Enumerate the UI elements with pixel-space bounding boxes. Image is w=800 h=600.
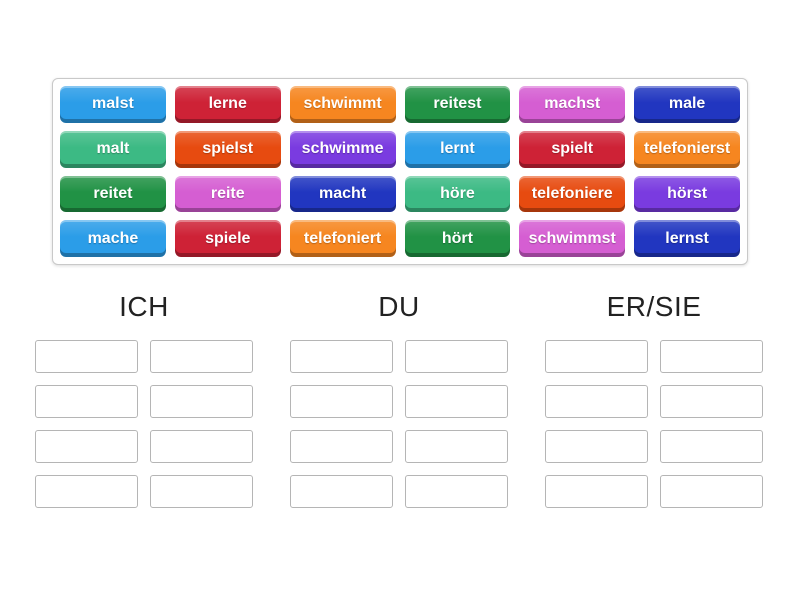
word-tile[interactable]: spielst <box>174 130 281 168</box>
group-er-sie: ER/SIE <box>545 290 763 508</box>
word-tile[interactable]: lernst <box>634 220 740 257</box>
drop-slot[interactable] <box>660 385 763 418</box>
drop-slot[interactable] <box>405 430 508 463</box>
drop-slot[interactable] <box>545 475 648 508</box>
drop-slot[interactable] <box>35 430 138 463</box>
drop-slot[interactable] <box>405 475 508 508</box>
drop-slot[interactable] <box>290 340 393 373</box>
drop-slot[interactable] <box>290 385 393 418</box>
drop-slot[interactable] <box>545 385 648 418</box>
group-er-sie-header: ER/SIE <box>606 291 702 322</box>
group-slots <box>290 340 508 508</box>
word-tile[interactable]: malt <box>60 130 166 168</box>
drop-slot[interactable] <box>290 430 393 463</box>
word-tile[interactable]: macht <box>289 175 396 213</box>
drop-slot[interactable] <box>150 475 253 508</box>
word-tile[interactable]: spielt <box>519 130 626 168</box>
word-tile[interactable]: schwimme <box>289 130 396 168</box>
drop-slot[interactable] <box>405 385 508 418</box>
word-tile[interactable]: mache <box>60 220 166 257</box>
drop-slot[interactable] <box>660 475 763 508</box>
word-tile[interactable]: spiele <box>174 220 281 257</box>
word-tile[interactable]: lernt <box>404 130 511 168</box>
category-groups: ICH DU ER/SIE <box>35 290 763 508</box>
word-tile[interactable]: reitest <box>404 86 511 123</box>
drop-slot[interactable] <box>150 385 253 418</box>
drop-slot[interactable] <box>35 385 138 418</box>
word-tile[interactable]: höre <box>404 175 511 213</box>
word-tile[interactable]: telefoniere <box>519 175 626 213</box>
word-tile[interactable]: lerne <box>174 86 281 123</box>
drop-slot[interactable] <box>405 340 508 373</box>
drop-slot[interactable] <box>150 340 253 373</box>
drop-slot[interactable] <box>35 475 138 508</box>
drop-slot[interactable] <box>290 475 393 508</box>
group-ich: ICH <box>35 290 253 508</box>
group-du: DU <box>290 290 508 508</box>
group-du-header: DU <box>378 291 420 322</box>
word-tile[interactable]: reitet <box>60 175 166 213</box>
word-tile[interactable]: telefonierst <box>634 130 740 168</box>
word-tile[interactable]: schwimmst <box>519 220 626 257</box>
drop-slot[interactable] <box>545 340 648 373</box>
drop-slot[interactable] <box>150 430 253 463</box>
word-tile[interactable]: male <box>634 86 740 123</box>
drop-slot[interactable] <box>660 340 763 373</box>
word-tile[interactable]: telefoniert <box>289 220 396 257</box>
word-tile[interactable]: hört <box>404 220 511 257</box>
group-ich-header: ICH <box>119 291 169 322</box>
drop-slot[interactable] <box>35 340 138 373</box>
word-tray: malst lerne schwimmt reitest machst male malt s… <box>52 78 748 265</box>
group-slots <box>545 340 763 508</box>
word-tile[interactable]: schwimmt <box>289 86 396 123</box>
drop-slot[interactable] <box>660 430 763 463</box>
word-tile[interactable]: hörst <box>634 175 740 213</box>
word-tile[interactable]: reite <box>174 175 281 213</box>
word-tile[interactable]: machst <box>519 86 626 123</box>
group-slots <box>35 340 253 508</box>
word-tile[interactable]: malst <box>60 86 166 123</box>
drop-slot[interactable] <box>545 430 648 463</box>
